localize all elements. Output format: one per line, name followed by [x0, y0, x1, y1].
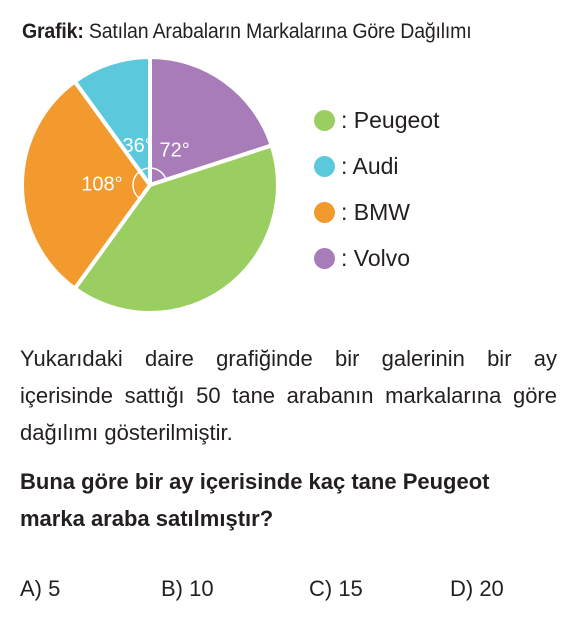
question-prompt: Buna göre bir ay içerisinde kaç tane Peu…: [20, 469, 490, 531]
pie-slice-audi: [72, 55, 152, 187]
legend-item-audi: : Audi: [314, 143, 439, 189]
pie-chart: 72° 108°36°: [20, 55, 280, 315]
angle-arc-audi: [139, 167, 151, 172]
angle-arc-bmw: [132, 170, 141, 200]
answer-options: A) 5 B) 10 C) 15 D) 20: [0, 576, 569, 610]
option-b[interactable]: B) 10: [161, 576, 214, 601]
legend-swatch-volvo: [314, 247, 335, 269]
slice-label-audi: 36°: [123, 135, 153, 157]
legend-swatch-bmw: [314, 201, 335, 223]
legend-swatch-audi: [314, 155, 335, 177]
option-a[interactable]: A) 5: [20, 576, 61, 601]
angle-marks: [132, 167, 167, 200]
legend-label-audi: : Audi: [341, 152, 399, 179]
legend-label-peugeot: : Peugeot: [341, 106, 440, 133]
slice-label-bmw: 108°: [81, 173, 122, 195]
pie-slice-bmw: [20, 79, 152, 291]
option-c[interactable]: C) 15: [309, 576, 363, 601]
legend-label-bmw: : BMW: [341, 198, 410, 225]
question-text: Yukarıdaki daire grafiğinde bir galerini…: [20, 346, 557, 445]
legend-label-volvo: : Volvo: [341, 244, 411, 271]
chart-title: Grafik: Satılan Arabaların Markalarına G…: [22, 20, 472, 44]
legend-swatch-peugeot: [314, 109, 335, 131]
angle-arc-volvo: [149, 167, 167, 181]
pie-slice-volvo: [148, 55, 274, 187]
legend-item-peugeot: : Peugeot: [314, 97, 439, 143]
chart-title-text: Satılan Arabaların Markalarına Göre Dağı…: [88, 20, 472, 43]
option-d[interactable]: D) 20: [450, 576, 504, 601]
pie-slice-peugeot: [72, 143, 280, 315]
pie-slices: [20, 55, 280, 315]
chart-legend: : Peugeot : Audi : BMW : Volvo: [314, 97, 439, 281]
pie-slice-labels: 72° 108°36°: [81, 135, 189, 195]
slice-label-volvo: 72°: [160, 139, 190, 161]
legend-item-volvo: : Volvo: [314, 235, 439, 281]
chart-title-label: Grafik:: [22, 20, 84, 43]
legend-item-bmw: : BMW: [314, 189, 439, 235]
